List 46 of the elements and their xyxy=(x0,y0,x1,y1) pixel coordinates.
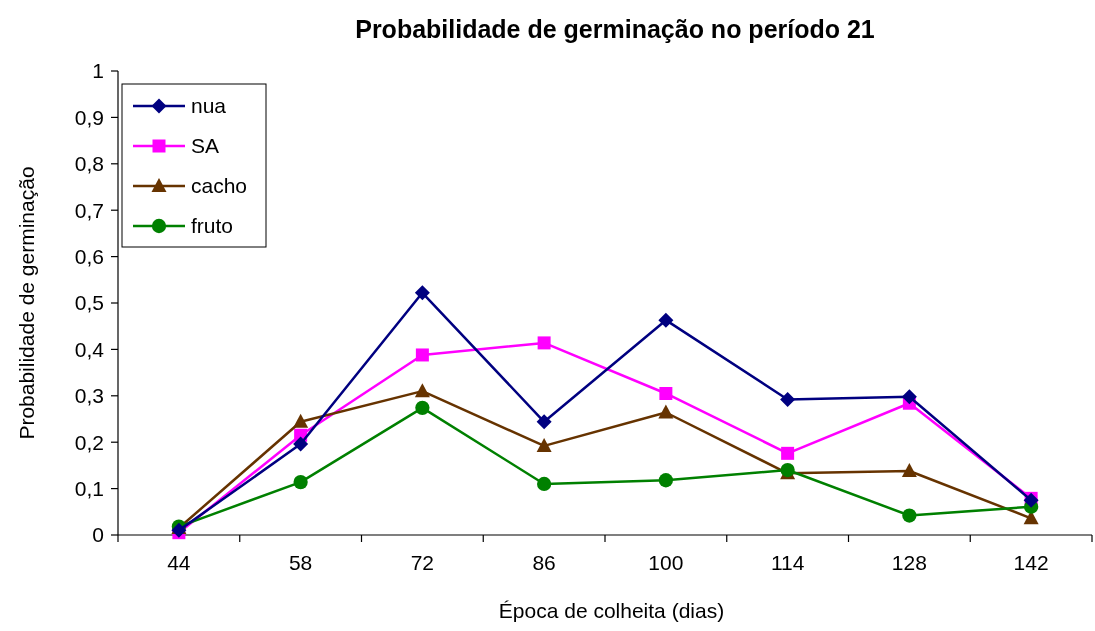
y-tick-label: 0,5 xyxy=(74,291,104,315)
point xyxy=(293,436,309,452)
point xyxy=(658,473,674,488)
point xyxy=(537,336,551,350)
point xyxy=(293,474,308,490)
x-tick-label: 44 xyxy=(167,551,191,574)
point xyxy=(658,404,674,419)
point xyxy=(415,348,429,362)
point xyxy=(536,476,552,492)
y-tick-label: 0,3 xyxy=(74,384,104,408)
point xyxy=(781,446,795,460)
point xyxy=(293,413,309,428)
y-tick-label: 0 xyxy=(92,523,104,547)
y-tick-label: 0,8 xyxy=(74,152,104,176)
y-tick-label: 1 xyxy=(92,59,104,83)
x-tick-label: 100 xyxy=(648,551,684,574)
y-tick-label: 0,9 xyxy=(74,105,104,129)
y-tick-label: 0,6 xyxy=(74,244,104,268)
y-tick-label: 0,4 xyxy=(74,337,105,361)
y-tick-label: 0,7 xyxy=(74,198,104,222)
y-axis-title: Probabilidade de germinação xyxy=(15,166,38,440)
point xyxy=(659,386,673,400)
x-tick-label: 142 xyxy=(1013,551,1049,574)
point xyxy=(415,400,430,415)
point xyxy=(901,389,917,405)
x-tick-label: 128 xyxy=(891,551,927,574)
point xyxy=(780,392,796,408)
x-tick-label: 72 xyxy=(410,551,435,574)
chart-title: Probabilidade de germinação no período 21 xyxy=(355,15,875,43)
legend-label: nua xyxy=(191,94,227,118)
point xyxy=(536,414,552,430)
point xyxy=(414,383,430,398)
legend-label: fruto xyxy=(191,214,234,238)
point xyxy=(658,312,674,328)
y-tick-label: 0,1 xyxy=(74,476,104,500)
point xyxy=(414,285,430,301)
x-tick-label: 58 xyxy=(288,551,313,574)
legend-label: cacho xyxy=(191,174,248,198)
x-tick-label: 114 xyxy=(770,551,805,574)
x-tick-label: 86 xyxy=(532,551,556,574)
y-tick-label: 0,2 xyxy=(74,430,104,454)
x-axis-title: Época de colheita (dias) xyxy=(498,599,725,622)
legend-label: SA xyxy=(191,134,220,158)
point xyxy=(901,462,917,477)
point xyxy=(902,508,917,523)
point xyxy=(536,437,552,452)
